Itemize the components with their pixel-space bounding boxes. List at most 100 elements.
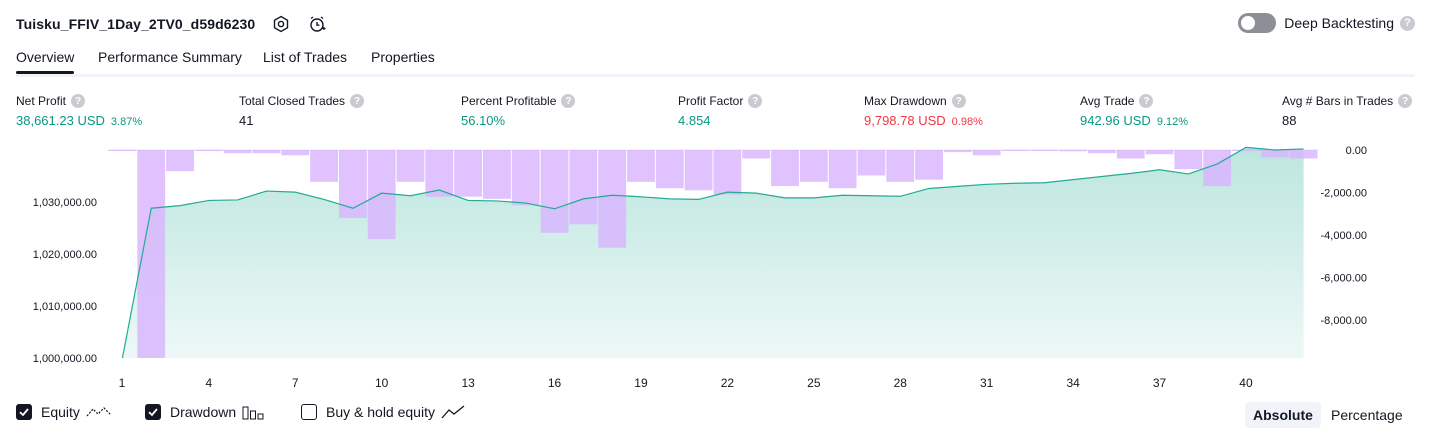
- drawdown-bar: [569, 150, 598, 225]
- drawdown-bar: [425, 150, 454, 197]
- stat-label: Percent Profitable: [461, 94, 557, 108]
- drawdown-bar: [454, 150, 483, 197]
- x-tick-label: 1: [119, 376, 126, 390]
- legend-buy-hold-equity[interactable]: Buy & hold equity: [301, 404, 465, 420]
- x-tick-label: 16: [548, 376, 562, 390]
- y-left-tick-label: 1,020,000.00: [33, 249, 97, 261]
- equity-label: Equity: [41, 404, 80, 420]
- x-tick-label: 22: [721, 376, 735, 390]
- y-left-tick-label: 1,010,000.00: [33, 301, 97, 313]
- stat-net-profit: Net Profit? 38,661.23 USD 3.87%: [16, 93, 142, 128]
- stat-label: Net Profit: [16, 94, 67, 108]
- drawdown-bar: [886, 150, 915, 182]
- stat-percent: 3.87%: [110, 116, 143, 128]
- stat-value: 38,661.23 USD: [16, 113, 105, 128]
- tab-performance-summary[interactable]: Performance Summary: [98, 49, 242, 65]
- settings-gear-icon[interactable]: [271, 14, 291, 34]
- tab-list-of-trades[interactable]: List of Trades: [263, 49, 348, 65]
- drawdown-bar: [799, 150, 828, 182]
- help-icon[interactable]: ?: [561, 94, 576, 108]
- help-icon[interactable]: ?: [951, 94, 966, 108]
- x-tick-label: 31: [980, 376, 994, 390]
- drawdown-bar: [483, 150, 511, 199]
- absolute-mode-button[interactable]: Absolute: [1245, 402, 1321, 428]
- equity-line-icon: [86, 404, 112, 420]
- stat-label: Avg # Bars in Trades: [1282, 94, 1394, 108]
- drawdown-bar: [742, 150, 771, 159]
- y-right-tick-label: -6,000.00: [1321, 272, 1367, 284]
- x-tick-label: 19: [634, 376, 648, 390]
- stat-avg-bars-in-trades: Avg # Bars in Trades? 88: [1282, 93, 1413, 128]
- x-tick-label: 10: [375, 376, 389, 390]
- stat-label: Profit Factor: [678, 94, 744, 108]
- drawdown-bars-icon: [242, 404, 264, 420]
- tab-overview[interactable]: Overview: [16, 49, 75, 74]
- stat-percent: 0.98%: [951, 116, 983, 128]
- drawdown-bar: [108, 150, 137, 151]
- stat-value: 9,798.78 USD: [864, 113, 946, 128]
- buy-hold-checkbox[interactable]: [301, 404, 317, 420]
- help-icon[interactable]: ?: [71, 94, 86, 108]
- drawdown-bar: [627, 150, 655, 182]
- drawdown-label: Drawdown: [170, 404, 237, 420]
- drawdown-bar: [396, 150, 425, 182]
- help-icon[interactable]: ?: [1400, 15, 1415, 31]
- drawdown-bar: [655, 150, 684, 189]
- percentage-mode-button[interactable]: Percentage: [1331, 407, 1403, 423]
- deep-backtesting-control: Deep Backtesting ?: [1238, 13, 1415, 33]
- add-alert-clock-icon[interactable]: [307, 14, 327, 34]
- legend-equity[interactable]: Equity: [16, 404, 112, 420]
- stat-value: 88: [1282, 113, 1297, 128]
- stat-label: Max Drawdown: [864, 94, 947, 108]
- drawdown-bar: [137, 150, 166, 358]
- drawdown-bar: [338, 150, 367, 218]
- x-tick-label: 40: [1239, 376, 1253, 390]
- drawdown-checkbox[interactable]: [145, 404, 161, 420]
- drawdown-bar: [310, 150, 338, 182]
- x-tick-label: 28: [894, 376, 908, 390]
- tab-properties[interactable]: Properties: [371, 49, 435, 65]
- y-right-tick-label: -2,000.00: [1321, 187, 1367, 199]
- stat-percent-profitable: Percent Profitable? 56.10%: [461, 93, 576, 128]
- stat-avg-trade: Avg Trade? 942.96 USD 9.12%: [1080, 93, 1188, 128]
- y-left-tick-label: 1,000,000.00: [33, 353, 97, 365]
- tab-bar: Overview Performance Summary List of Tra…: [16, 44, 1415, 77]
- drawdown-bar: [828, 150, 857, 189]
- drawdown-bar: [1088, 150, 1116, 154]
- drawdown-bar: [1116, 150, 1145, 159]
- drawdown-bar: [713, 150, 742, 195]
- y-right-tick-label: 0.00: [1346, 145, 1367, 157]
- x-tick-label: 4: [205, 376, 212, 390]
- y-left-tick-label: 1,030,000.00: [33, 197, 97, 209]
- equity-drawdown-chart[interactable]: 1,000,000.00 1,010,000.00 1,020,000.00 1,03…: [0, 140, 1431, 396]
- drawdown-bar: [771, 150, 799, 187]
- deep-backtesting-toggle[interactable]: [1238, 13, 1277, 33]
- legend-drawdown[interactable]: Drawdown: [145, 404, 264, 420]
- stat-label: Total Closed Trades: [239, 94, 346, 108]
- x-tick-label: 34: [1066, 376, 1080, 390]
- drawdown-bar: [915, 150, 943, 180]
- stat-profit-factor: Profit Factor? 4.854: [678, 93, 763, 128]
- equity-line: [121, 146, 1304, 359]
- drawdown-bar: [598, 150, 627, 248]
- help-icon[interactable]: ?: [1139, 94, 1154, 108]
- drawdown-bar: [684, 150, 713, 191]
- drawdown-bar: [1260, 150, 1289, 158]
- drawdown-bar: [511, 150, 540, 206]
- equity-checkbox[interactable]: [16, 404, 32, 420]
- stat-value: 942.96 USD: [1080, 113, 1151, 128]
- y-right-tick-label: -4,000.00: [1321, 230, 1367, 242]
- drawdown-bar: [857, 150, 886, 176]
- strategy-header: Tuisku_FFIV_1Day_2TV0_d59d6230: [16, 12, 327, 36]
- strategy-title: Tuisku_FFIV_1Day_2TV0_d59d6230: [16, 16, 256, 32]
- stat-max-drawdown: Max Drawdown? 9,798.78 USD 0.98%: [864, 93, 983, 128]
- help-icon[interactable]: ?: [748, 94, 763, 108]
- deep-backtesting-label: Deep Backtesting: [1284, 15, 1394, 31]
- help-icon[interactable]: ?: [1398, 94, 1413, 108]
- drawdown-bar: [1232, 150, 1260, 151]
- drawdown-bar: [166, 150, 194, 172]
- drawdown-bar: [540, 150, 569, 233]
- drawdown-bar: [1001, 150, 1030, 151]
- help-icon[interactable]: ?: [350, 94, 365, 108]
- equity-area: [122, 147, 1304, 358]
